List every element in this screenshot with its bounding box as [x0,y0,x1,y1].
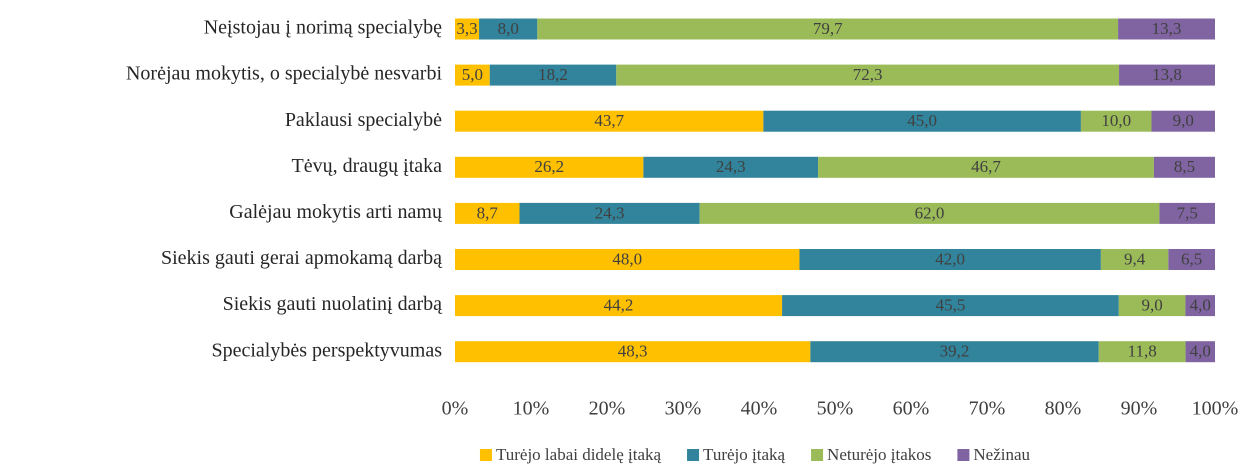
bar-segment [1159,202,1215,224]
value-label: 4,0 [1190,342,1211,361]
bar-segment [455,249,800,270]
value-label: 46,7 [971,157,1001,176]
x-tick-label: 60% [893,398,930,420]
value-label: 24,3 [716,157,746,176]
value-label: 13,8 [1152,65,1182,84]
legend-swatch [811,449,824,461]
value-label: 44,2 [604,296,634,315]
category-label: Siekis gauti nuolatinį darbą [223,293,444,315]
bar-segment [1118,18,1215,40]
bar-segment [455,295,783,317]
bar-segment [616,64,1120,86]
bar-segment [455,110,764,132]
category-label: Galėjau mokytis arti namų [229,201,443,223]
category-label: Norėjau mokytis, o specialybė nesvarbi [126,63,442,85]
x-tick-label: 40% [741,398,778,420]
legend-swatch [479,449,492,461]
value-label: 6,5 [1181,249,1202,268]
x-tick-label: 0% [442,398,469,420]
bar-segment [1119,64,1215,86]
bar-segment [455,64,490,86]
value-label: 62,0 [915,203,945,222]
category-label: Specialybės perspektyvumas [212,339,443,361]
bar-segment [455,341,811,363]
value-label: 7,5 [1177,203,1198,222]
legend-swatch [957,449,970,461]
x-tick-label: 10% [513,398,550,420]
legend-label: Turėjo įtaką [703,445,785,464]
bar-segment [1100,249,1169,270]
bar-segment [643,156,819,178]
value-label: 8,0 [498,19,519,38]
value-label: 43,7 [594,111,624,130]
value-label: 26,2 [534,157,564,176]
value-label: 45,0 [907,111,937,130]
x-tick-label: 30% [665,398,702,420]
bar-segment [782,295,1119,317]
x-tick-label: 90% [1121,398,1158,420]
value-label: 48,0 [612,249,642,268]
value-label: 9,0 [1173,111,1194,130]
value-label: 10,0 [1101,111,1131,130]
value-label: 79,7 [813,19,843,38]
value-label: 3,3 [456,19,477,38]
legend-label: Nežinau [973,445,1030,464]
bar-segment [699,202,1160,224]
value-label: 8,5 [1174,157,1195,176]
legend-label: Neturėjo įtakos [827,445,931,464]
legend-label: Turėjo labai didelę įtaką [496,445,662,464]
value-label: 8,7 [477,203,499,222]
bar-segment [799,249,1101,270]
x-tick-label: 20% [589,398,626,420]
bar-segment [455,202,520,224]
x-tick-label: 70% [969,398,1006,420]
bar-segment [479,18,538,40]
x-tick-label: 80% [1045,398,1082,420]
value-label: 45,5 [936,296,966,315]
bar-segment [455,18,480,40]
bar-segment [818,156,1154,178]
value-label: 5,0 [462,65,483,84]
value-label: 24,3 [595,203,625,222]
bar-segment [519,202,700,224]
category-label: Paklausi specialybė [285,109,442,131]
value-label: 72,3 [853,65,883,84]
value-label: 9,0 [1141,296,1162,315]
value-label: 13,3 [1152,19,1182,38]
category-label: Siekis gauti gerai apmokamą darbą [161,247,443,269]
x-tick-label: 50% [817,398,854,420]
bar-segment [455,156,644,178]
bar-segment [810,341,1099,363]
value-label: 4,0 [1190,296,1211,315]
bar-segment [1185,341,1215,363]
category-label: Neįstojau į norimą specialybę [204,17,442,39]
value-label: 18,2 [538,65,568,84]
bar-segment [489,64,617,86]
value-label: 39,2 [940,342,970,361]
value-label: 42,0 [935,249,965,268]
bar-segment [1168,249,1215,270]
value-label: 11,8 [1128,342,1157,361]
value-label: 48,3 [618,342,648,361]
bar-segment [1098,341,1186,363]
category-label: Tėvų, draugų įtaka [292,155,443,177]
value-label: 9,4 [1124,249,1146,268]
bar-segment [1151,110,1215,132]
legend-swatch [687,449,700,461]
bar-segment [1080,110,1152,132]
bar-segment [1185,295,1215,317]
bar-segment [763,110,1081,132]
x-tick-label: 100% [1192,398,1239,420]
bar-segment [537,18,1119,40]
bar-segment [1118,295,1186,317]
bar-segment [1153,156,1215,178]
